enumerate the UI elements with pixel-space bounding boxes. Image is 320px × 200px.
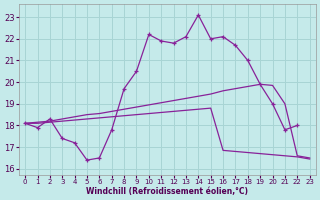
X-axis label: Windchill (Refroidissement éolien,°C): Windchill (Refroidissement éolien,°C) bbox=[86, 187, 248, 196]
